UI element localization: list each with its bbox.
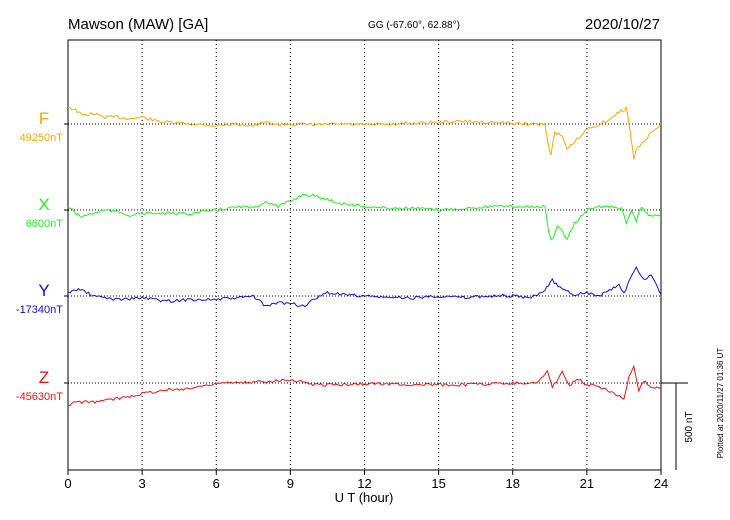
series-f-line [67, 105, 662, 160]
tick-label-9: 9 [287, 476, 294, 491]
series-z-name: Z [39, 368, 49, 387]
series-z-baseline-value: -45630nT [16, 391, 63, 403]
tick-label-6: 6 [213, 476, 220, 491]
series-labels: F 49250nT X 6600nT Y -17340nT Z -45630nT [16, 109, 63, 403]
tick-label-18: 18 [506, 476, 520, 491]
scale-bar: 500 nT [661, 382, 695, 470]
plotted-at-note: Plotted at 2020/11/27 01:36 UT [716, 348, 725, 459]
vertical-gridlines [141, 40, 588, 470]
station-title: Mawson (MAW) [GA] [68, 16, 208, 33]
tick-label-0: 0 [64, 476, 71, 491]
x-axis-ticks: 0 3 6 9 12 15 18 21 24 [64, 470, 668, 491]
series-z-line [67, 364, 662, 407]
tick-label-21: 21 [580, 476, 594, 491]
series-x-baseline-value: 6600nT [26, 218, 64, 230]
plot-date: 2020/10/27 [585, 16, 660, 33]
series-f-name: F [39, 109, 49, 128]
baselines [64, 123, 661, 384]
geographic-coords: GG (-67.60°, 62.88°) [368, 20, 460, 31]
series-x-line [67, 193, 662, 241]
x-axis-label: U T (hour) [335, 490, 394, 505]
series-group [67, 105, 662, 407]
tick-label-12: 12 [357, 476, 371, 491]
tick-label-3: 3 [139, 476, 146, 491]
tick-label-24: 24 [654, 476, 668, 491]
series-y-name: Y [38, 281, 49, 300]
series-x-name: X [38, 195, 49, 214]
tick-label-15: 15 [431, 476, 445, 491]
series-y-line [67, 265, 662, 308]
series-y-baseline-value: -17340nT [16, 304, 63, 316]
scale-bar-label: 500 nT [684, 411, 695, 442]
series-f-baseline-value: 49250nT [20, 132, 64, 144]
